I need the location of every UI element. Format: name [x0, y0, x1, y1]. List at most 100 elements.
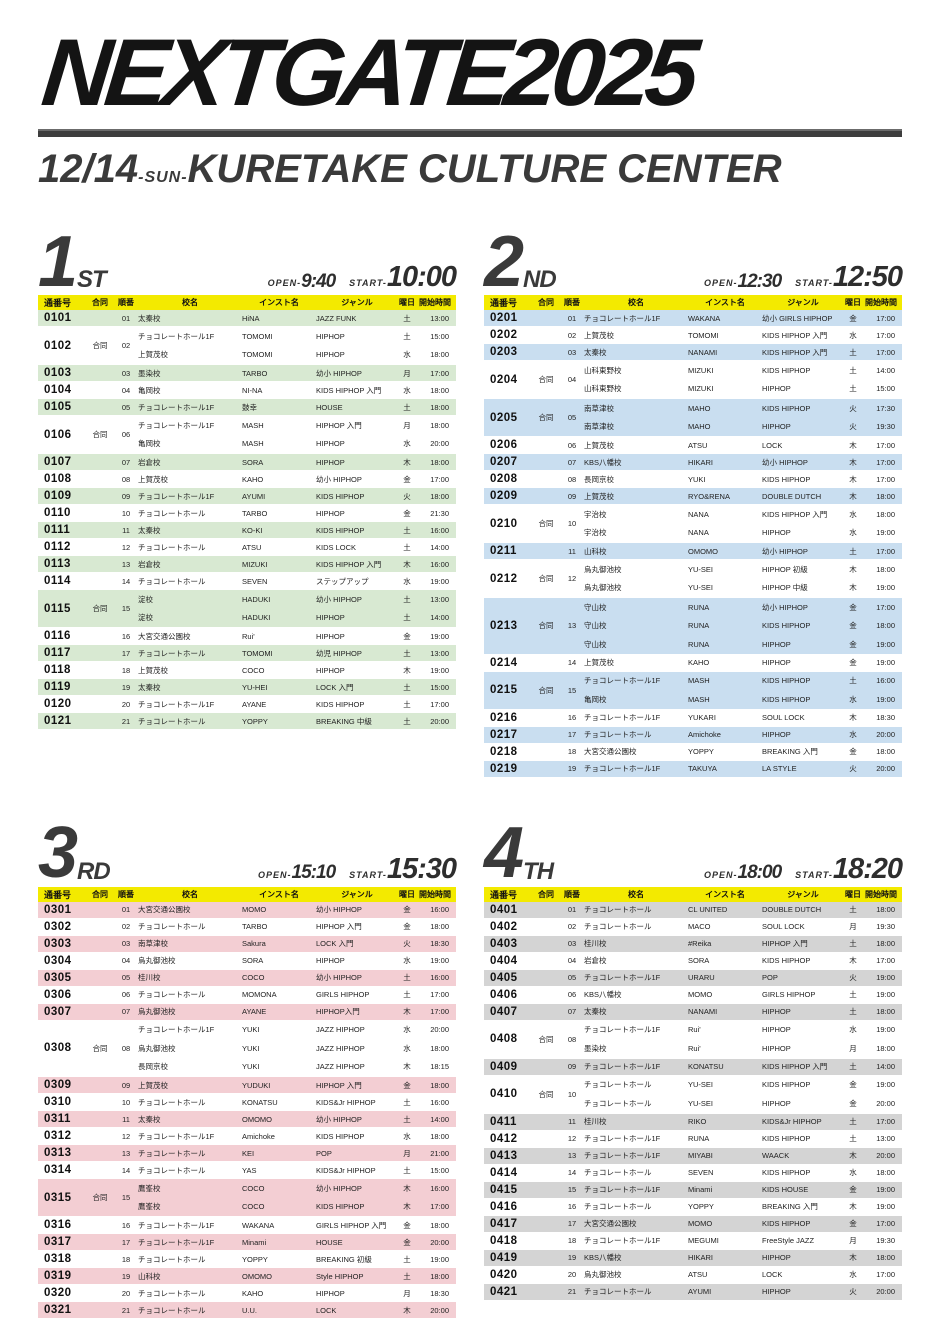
open-label: OPEN- — [704, 278, 738, 289]
school-name: 山科校 — [584, 546, 607, 556]
order-number: 16 — [567, 713, 577, 722]
instructor-name: YOPPY — [688, 1202, 714, 1211]
row-fixed-cells: 0316 16 — [38, 1217, 138, 1233]
order-number: 11 — [122, 525, 130, 535]
table-row: 0202 02 上賀茂校 TOMOMI KIDS HIPHOP 入門水 17:00 — [484, 327, 902, 344]
genre: HIPHOP — [762, 730, 791, 739]
start-time: 16:00 — [430, 559, 449, 569]
section-times: OPEN- 18:00 START- 18:20 — [704, 855, 903, 884]
start-time: 16:00 — [430, 905, 449, 914]
weekday: 水 — [849, 509, 857, 519]
entry-number: 0410 — [490, 1088, 518, 1100]
column-header: ジャンル — [787, 889, 819, 899]
row-fixed-cells: 0317 17 — [38, 1234, 138, 1250]
instructor-name: OMOMO — [242, 1114, 272, 1124]
order-number: 21 — [121, 1305, 131, 1315]
start-time: 14:00 — [876, 1062, 895, 1071]
row-entry: チョコレートホール SEVEN KIDS HIPHOP 水 18:00 — [584, 1165, 900, 1181]
instructor-name: SORA — [242, 457, 264, 467]
row-fixed-cells: 0213 合同 13 — [484, 598, 584, 654]
row-entry: チョコレートホール CL UNITED DOUBLE DUTCH 土 18:00 — [584, 902, 900, 918]
row-fixed-cells: 0114 14 — [38, 573, 138, 589]
weekday: 土 — [403, 1165, 411, 1175]
row-entries: 南草津校 MAHO KIDS HIPHOP 火 17:30 南草津校 MAHO HIPHOP 火… — [584, 399, 900, 436]
start-label: START- — [349, 278, 387, 289]
order-number: 10 — [567, 519, 577, 528]
instructor-name: U.U. — [242, 1305, 257, 1315]
column-header: インスト名 — [705, 889, 745, 899]
start-time: 14:00 — [876, 365, 895, 375]
section-suffix: RD — [77, 857, 111, 885]
start-time: 18:00 — [876, 491, 895, 501]
weekday: 月 — [849, 922, 857, 931]
table-row: 0404 04 岩倉校 SORA KIDS HIPHOP 木 17:00 — [484, 953, 902, 970]
row-entries: 桂川校 RIKO KIDS&Jr HIPHOP 土 17:00 — [584, 1114, 900, 1130]
order-number: 14 — [567, 658, 577, 667]
row-fixed-cells: 0314 14 — [38, 1162, 138, 1178]
entry-number: 0403 — [490, 937, 518, 950]
weekday: 土 — [403, 973, 411, 982]
row-entry: 上賀茂校 YUDUKI HIPHOP 入門 金 18:00 — [138, 1077, 454, 1093]
joint-flag: 合同 — [92, 1193, 108, 1202]
weekday: 月 — [403, 420, 411, 430]
weekday: 木 — [849, 1202, 857, 1211]
start-time: 20:00 — [876, 730, 895, 739]
start-time: 19:00 — [876, 1080, 895, 1090]
row-entry: チョコレートホール1F AYANE KIDS HIPHOP 土 17:00 — [138, 696, 454, 712]
school-name: 南草津校 — [584, 422, 614, 432]
table-row: 0412 12 チョコレートホール1F RUNA KIDS HIPHOP 土 13:00 — [484, 1131, 902, 1148]
genre: HIPHOP — [316, 1288, 345, 1298]
weekday: 木 — [849, 491, 857, 501]
entry-number: 0321 — [44, 1304, 72, 1316]
instructor-name: YUKARI — [688, 713, 716, 722]
school-name: チョコレートホール — [138, 576, 206, 586]
order-number: 16 — [121, 1220, 131, 1230]
row-fixed-cells: 0110 10 — [38, 505, 138, 521]
table-row: 0213 合同 13 守山校 RUNA 幼小 HIPHOP 金 17:00 守山校 RUNA KID… — [484, 598, 902, 655]
genre: HIPHOP 初級 — [762, 564, 808, 574]
instructor-name: Minami — [242, 1237, 267, 1247]
table-row: 0320 20 チョコレートホール KAHO HIPHOP 月 18:30 — [38, 1285, 456, 1302]
title-divider — [38, 129, 902, 137]
school-name: 烏丸御池校 — [138, 1007, 176, 1016]
school-name: 太秦校 — [138, 525, 161, 535]
table-row: 0413 13 チョコレートホール1F MIYABI WAACK 木 20:00 — [484, 1147, 902, 1165]
school-name: 岩倉校 — [584, 956, 607, 965]
instructor-name: NANA — [688, 509, 709, 519]
row-entry: チョコレートホール1F MASH HIPHOP 入門 月 18:00 — [138, 416, 454, 435]
order-number: 11 — [122, 1114, 130, 1124]
weekday: 木 — [849, 713, 857, 722]
row-fixed-cells: 0416 16 — [484, 1199, 584, 1215]
table-row: 0119 19 太秦校 YU-HEI LOCK 入門 土 15:00 — [38, 679, 456, 696]
row-fixed-cells: 0201 01 — [484, 310, 584, 326]
row-entries: 大宮交通公園校 MOMO KIDS HIPHOP 金 17:00 — [584, 1216, 900, 1232]
start-time: 16:00 — [876, 676, 895, 686]
weekday: 金 — [849, 1185, 857, 1194]
entry-number: 0101 — [44, 312, 72, 324]
start-time: 20:00 — [876, 1287, 895, 1296]
genre: 幼小 HIPHOP — [762, 546, 808, 556]
row-entry: 太秦校 KO-KI KIDS HIPHOP 土 16:00 — [138, 522, 454, 538]
row-entries: 太秦校 YU-HEI LOCK 入門 土 15:00 — [138, 679, 454, 695]
start-time: 18:00 — [430, 922, 449, 931]
weekday: 木 — [403, 1062, 411, 1072]
column-header: 通番号 — [490, 298, 518, 308]
row-fixed-cells: 0206 06 — [484, 437, 584, 453]
instructor-name: HIKARI — [688, 1253, 714, 1262]
genre: BREAKING 入門 — [762, 747, 818, 756]
row-entries: 鷹峯校 COCO 幼小 HIPHOP 木 16:00 鷹峯校 COCO KIDS HIPHOP… — [138, 1179, 454, 1216]
row-fixed-cells: 0216 16 — [484, 710, 584, 726]
order-number: 03 — [121, 939, 131, 948]
start-time: 17:30 — [876, 403, 895, 413]
school-name: チョコレートホール1F — [584, 973, 661, 982]
start-time: 17:00 — [876, 440, 895, 450]
joint-flag: 合同 — [538, 413, 554, 422]
entry-number: 0305 — [44, 971, 72, 984]
row-entry: 亀岡校 MASH KIDS HIPHOP 水 19:00 — [584, 690, 900, 709]
row-entry: チョコレートホール YU-SEI HIPHOP 金 20:00 — [584, 1094, 900, 1113]
school-name: 上賀茂校 — [584, 658, 614, 667]
start-time: 16:00 — [430, 973, 449, 982]
entry-number: 0116 — [44, 630, 71, 642]
weekday: 木 — [403, 457, 411, 467]
school-name: チョコレートホール — [138, 990, 206, 999]
